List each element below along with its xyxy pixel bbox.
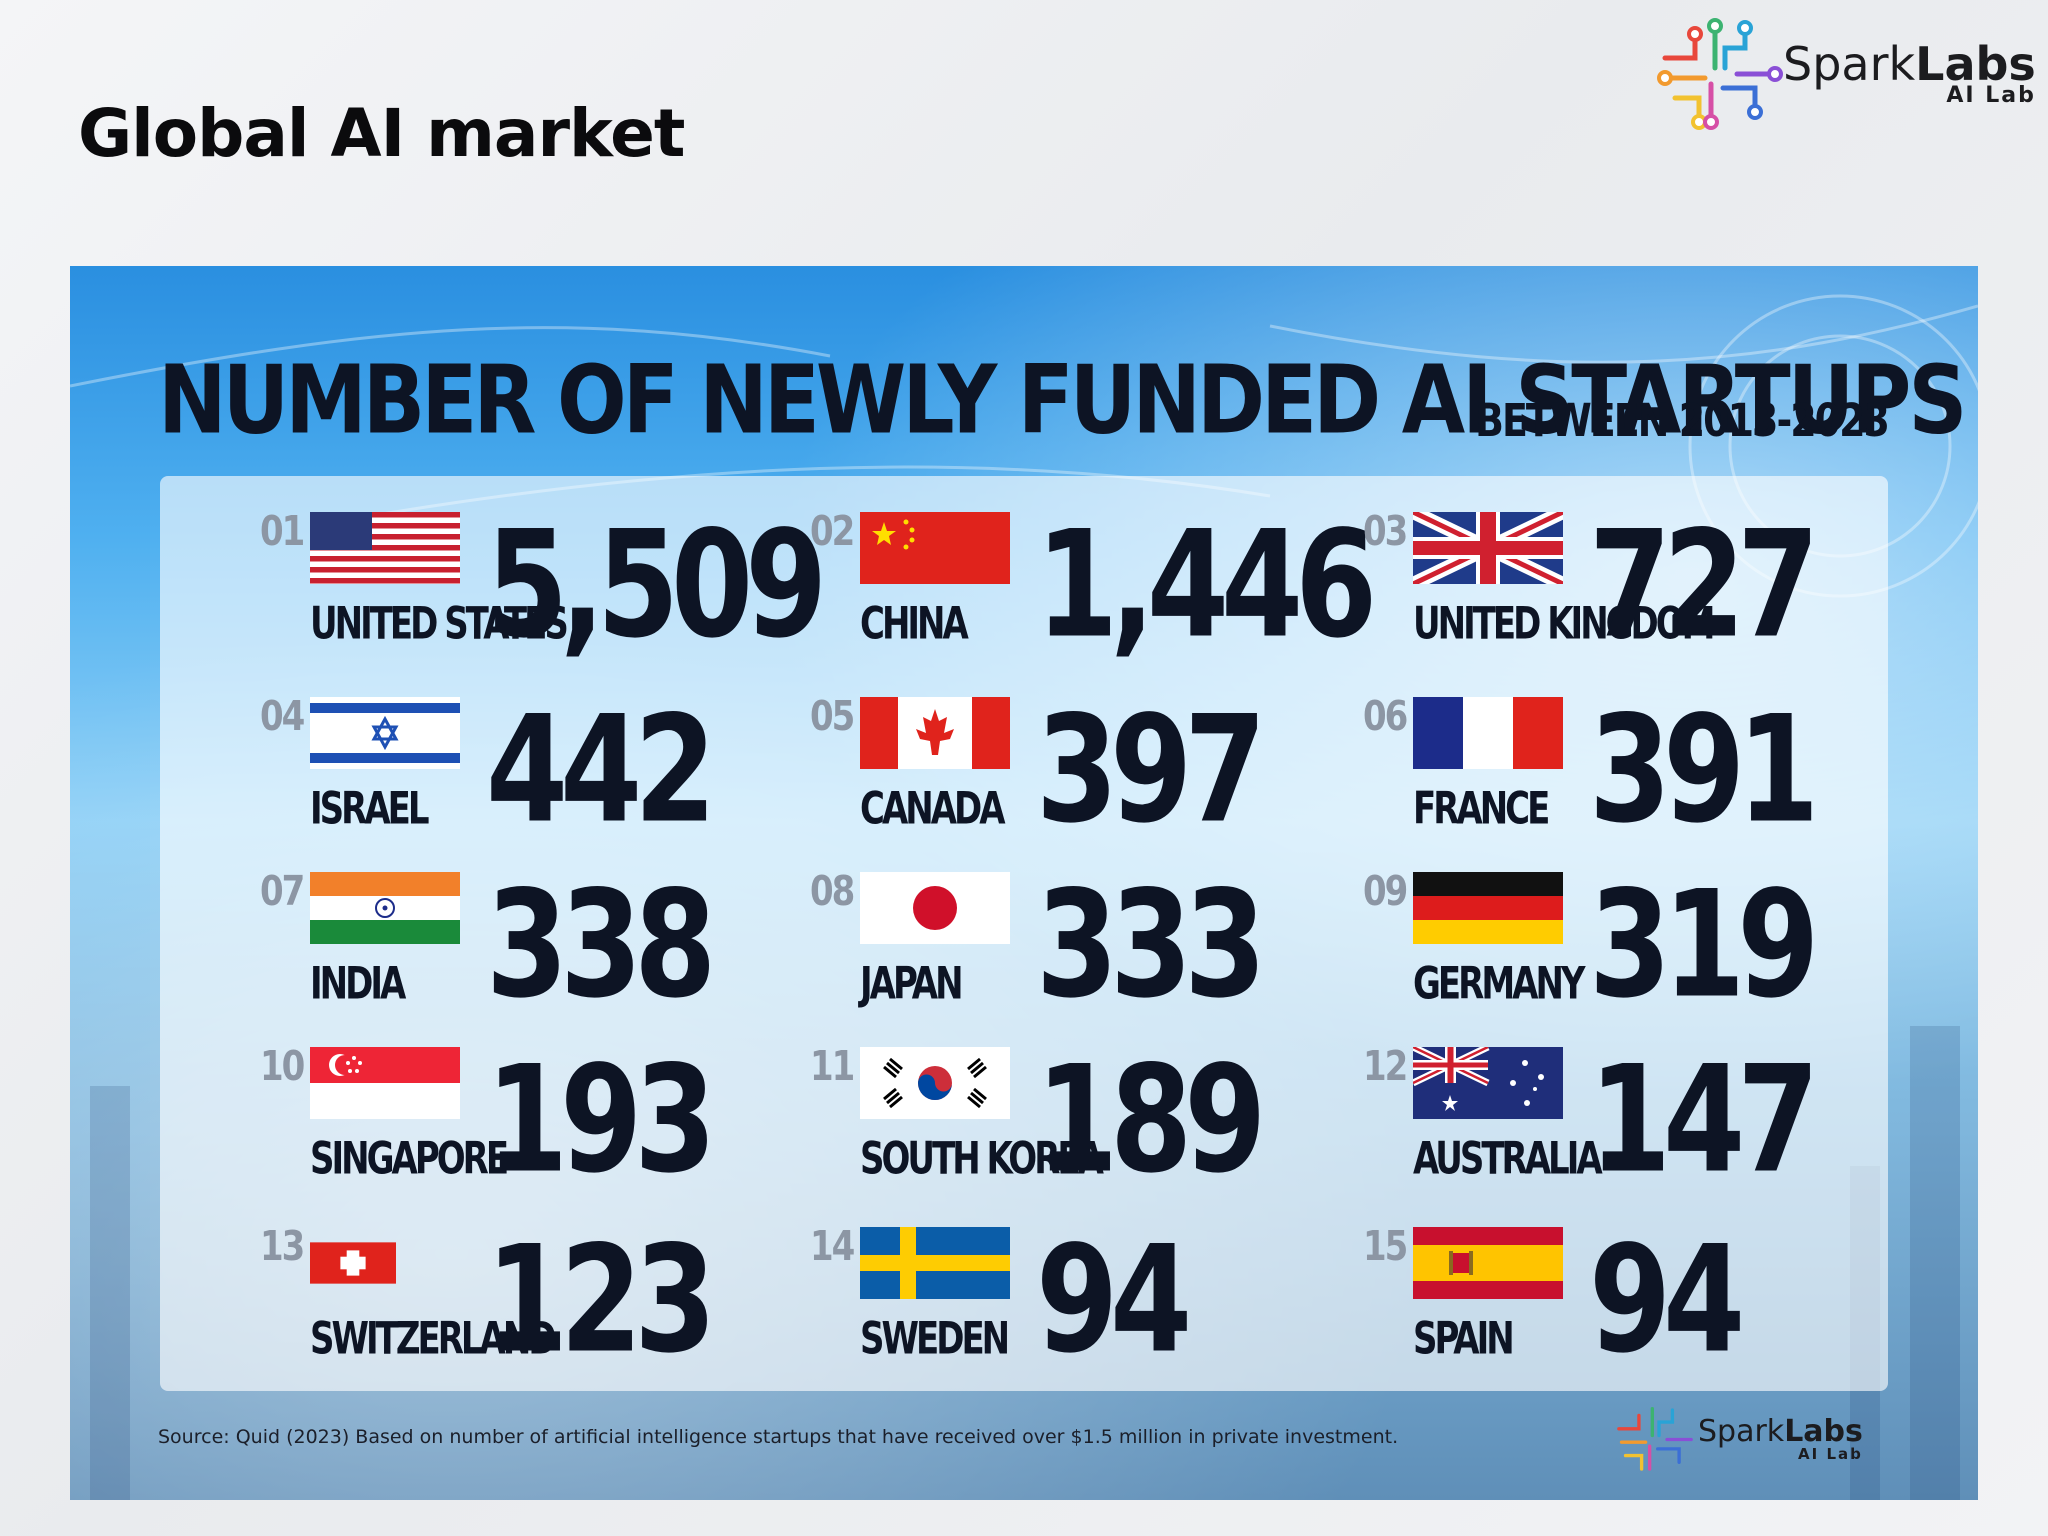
- rank-label: 09: [1363, 868, 1408, 916]
- us-flag-icon: [310, 512, 460, 584]
- country-name: CANADA: [860, 783, 1006, 835]
- country-name: SWEDEN: [860, 1313, 1010, 1365]
- france-flag-icon: [1413, 697, 1563, 769]
- china-flag-icon: [860, 512, 1010, 584]
- country-cell: 14 SWEDEN 94: [810, 1213, 1420, 1399]
- startup-count: 442: [486, 683, 716, 856]
- rank-label: 02: [810, 508, 855, 556]
- source-note: Source: Quid (2023) Based on number of a…: [158, 1426, 1399, 1448]
- rank-label: 12: [1363, 1043, 1408, 1091]
- rank-label: 15: [1363, 1223, 1408, 1271]
- infographic-panel: NUMBER OF NEWLY FUNDED AI STARTUPS BETWE…: [70, 266, 1978, 1500]
- rank-label: 10: [260, 1043, 305, 1091]
- country-cell: 08 JAPAN 333: [810, 858, 1420, 1044]
- india-flag-icon: [310, 872, 460, 944]
- rank-label: 13: [260, 1223, 305, 1271]
- country-name: JAPAN: [860, 958, 964, 1010]
- infographic-title: NUMBER OF NEWLY FUNDED AI STARTUPS: [158, 346, 1967, 456]
- sweden-flag-icon: [860, 1227, 1010, 1299]
- sparklabs-logo-small: SparkLabs AI Lab: [1612, 1402, 1863, 1477]
- country-name: UNITED STATES: [310, 598, 569, 650]
- rank-label: 14: [810, 1223, 855, 1271]
- rank-label: 05: [810, 693, 855, 741]
- country-cell: 13 SWITZERLAND 123: [260, 1213, 870, 1399]
- rank-label: 04: [260, 693, 305, 741]
- israel-flag-icon: [310, 697, 460, 769]
- country-cell: 10 SINGAPORE 193: [260, 1033, 870, 1219]
- infographic-subtitle: BETWEEN 2013-2023: [1474, 394, 1890, 447]
- country-cell: 15 SPAIN 94: [1363, 1213, 1973, 1399]
- circuit-logo-icon: [1657, 18, 1783, 130]
- rank-label: 06: [1363, 693, 1408, 741]
- country-cell: 01 UNITED STATES 5,509: [260, 498, 870, 684]
- startup-count: 94: [1589, 1213, 1745, 1386]
- country-cell: 11 SOUTH KOREA 189: [810, 1033, 1420, 1219]
- uk-flag-icon: [1413, 512, 1563, 584]
- country-cell: 12 AUSTRALIA 147: [1363, 1033, 1973, 1219]
- circuit-logo-icon: [1617, 1407, 1693, 1471]
- sparklabs-logo: SparkLabs AI Lab: [1655, 18, 2036, 130]
- country-name: FRANCE: [1413, 783, 1550, 835]
- spain-flag-icon: [1413, 1227, 1563, 1299]
- startup-count: 333: [1036, 858, 1266, 1031]
- brand-sub: AI Lab: [1946, 83, 2036, 108]
- startup-count: 391: [1589, 683, 1819, 856]
- country-name: SINGAPORE: [310, 1133, 509, 1185]
- rank-label: 07: [260, 868, 305, 916]
- australia-flag-icon: [1413, 1047, 1563, 1119]
- country-name: SWITZERLAND: [310, 1313, 557, 1365]
- page-title: Global AI market: [78, 95, 685, 172]
- canada-flag-icon: [860, 697, 1010, 769]
- rank-label: 08: [810, 868, 855, 916]
- country-cell: 07 INDIA 338: [260, 858, 870, 1044]
- startup-grid: 01 UNITED STATES 5,509 02 CHINA 1,446 03: [160, 476, 1888, 1391]
- country-cell: 04 ISRAEL 442: [260, 683, 870, 869]
- country-name: GERMANY: [1413, 958, 1586, 1010]
- startup-count: 94: [1036, 1213, 1192, 1386]
- country-name: ISRAEL: [310, 783, 430, 835]
- brand-name: SparkLabs: [1783, 37, 2036, 91]
- startup-count: 727: [1589, 498, 1819, 671]
- country-name: UNITED KINGDOM: [1413, 598, 1716, 650]
- country-name: AUSTRALIA: [1413, 1133, 1603, 1185]
- startup-count: 193: [486, 1033, 716, 1206]
- germany-flag-icon: [1413, 872, 1563, 944]
- brand-name: SparkLabs: [1698, 1414, 1863, 1449]
- startup-count: 338: [486, 858, 716, 1031]
- switzerland-flag-icon: [310, 1242, 396, 1284]
- country-cell: 09 GERMANY 319: [1363, 858, 1973, 1044]
- brand-sub: AI Lab: [1798, 1445, 1863, 1463]
- rank-label: 03: [1363, 508, 1408, 556]
- startup-count: 1,446: [1036, 498, 1377, 671]
- country-cell: 05 CANADA 397: [810, 683, 1420, 869]
- south-korea-flag-icon: [860, 1047, 1010, 1119]
- startup-count: 397: [1036, 683, 1266, 856]
- country-name: INDIA: [310, 958, 406, 1010]
- startup-count: 5,509: [486, 498, 827, 671]
- country-cell: 02 CHINA 1,446: [810, 498, 1420, 684]
- country-name: SPAIN: [1413, 1313, 1515, 1365]
- startup-count: 123: [486, 1213, 716, 1386]
- country-cell: 06 FRANCE 391: [1363, 683, 1973, 869]
- singapore-flag-icon: [310, 1047, 460, 1119]
- startup-count: 319: [1589, 858, 1819, 1031]
- startup-count: 189: [1036, 1033, 1266, 1206]
- japan-flag-icon: [860, 872, 1010, 944]
- rank-label: 01: [260, 508, 305, 556]
- country-name: SOUTH KOREA: [860, 1133, 1104, 1185]
- startup-count: 147: [1589, 1033, 1819, 1206]
- country-cell: 03 UNITED KINGDOM 727: [1363, 498, 1973, 684]
- rank-label: 11: [810, 1043, 855, 1091]
- country-name: CHINA: [860, 598, 969, 650]
